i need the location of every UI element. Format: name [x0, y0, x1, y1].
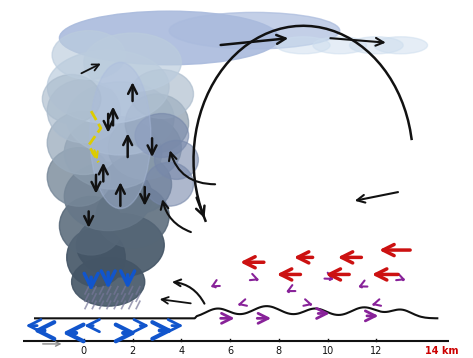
Ellipse shape	[43, 74, 101, 123]
Text: 2: 2	[130, 346, 136, 356]
Ellipse shape	[125, 94, 189, 153]
Text: 8: 8	[276, 346, 282, 356]
Ellipse shape	[374, 37, 428, 54]
Ellipse shape	[64, 162, 152, 231]
Ellipse shape	[169, 13, 340, 49]
Ellipse shape	[155, 140, 198, 179]
Ellipse shape	[47, 50, 169, 123]
Ellipse shape	[96, 184, 169, 248]
Ellipse shape	[47, 79, 120, 143]
Ellipse shape	[64, 116, 162, 189]
Ellipse shape	[47, 111, 120, 174]
Ellipse shape	[77, 213, 164, 277]
Ellipse shape	[350, 37, 403, 54]
Ellipse shape	[67, 82, 174, 155]
Ellipse shape	[90, 62, 151, 209]
Ellipse shape	[145, 162, 193, 206]
Ellipse shape	[135, 113, 189, 158]
Text: 4: 4	[178, 346, 184, 356]
Ellipse shape	[67, 228, 125, 287]
Ellipse shape	[71, 257, 145, 306]
Text: 12: 12	[370, 346, 383, 356]
Text: 6: 6	[227, 346, 233, 356]
Ellipse shape	[60, 197, 123, 255]
Ellipse shape	[60, 11, 279, 65]
Ellipse shape	[47, 147, 111, 206]
Ellipse shape	[276, 37, 330, 54]
Text: 0: 0	[81, 346, 87, 356]
Text: 14 km: 14 km	[425, 346, 459, 356]
Ellipse shape	[108, 116, 181, 179]
Ellipse shape	[52, 31, 125, 79]
Ellipse shape	[84, 33, 181, 92]
Ellipse shape	[313, 37, 367, 54]
Ellipse shape	[103, 155, 172, 213]
Text: 10: 10	[322, 346, 334, 356]
Ellipse shape	[130, 70, 193, 118]
